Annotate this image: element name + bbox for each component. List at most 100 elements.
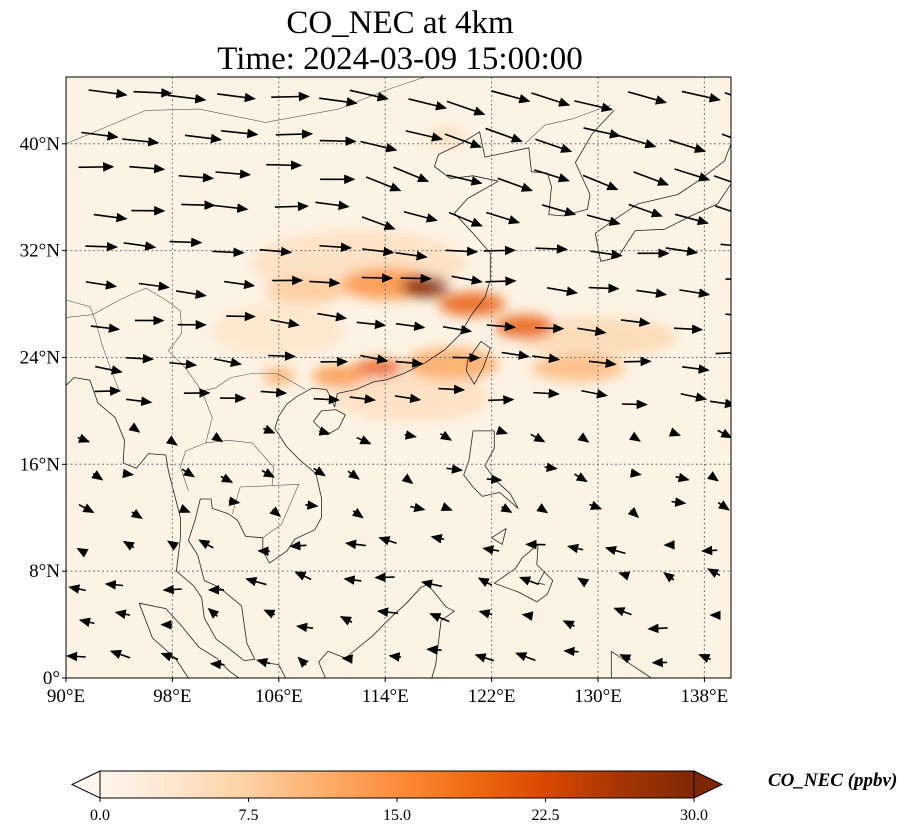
wind-arrow-21 [339,616,353,626]
wind-arrow-214 [275,129,314,139]
coastline-7 [138,602,240,678]
wind-arrow-233 [446,100,486,116]
wind-arrow-69 [500,503,513,513]
wind-arrow-159 [485,276,517,286]
wind-arrow-204 [497,177,533,192]
wind-arrow-132 [623,356,652,367]
wind-arrow-24 [478,609,493,619]
wind-arrow-101 [577,432,590,443]
wind-arrow-235 [531,92,571,107]
wind-arrow-151 [138,281,170,291]
wind-arrow-174 [483,245,517,256]
y-tick-label: 8°N [29,561,60,582]
wind-arrow-148 [673,324,704,334]
wind-arrow-158 [451,275,483,285]
wind-arrow-6 [341,654,353,664]
wind-arrow-209 [713,175,731,183]
wind-arrow-74 [717,500,730,511]
colorbar-tick-label: 15.0 [383,807,411,824]
wind-arrow-99 [495,425,509,435]
wind-arrow-141 [356,319,387,330]
wind-arrow-89 [707,471,719,482]
wind-arrow-220 [535,138,573,153]
wind-arrow-139 [270,318,300,329]
wind-arrow-194 [714,205,731,213]
map-frame [65,76,732,679]
wind-arrow-172 [395,250,428,261]
wind-arrow-188 [448,211,483,227]
wind-arrow-146 [577,326,607,336]
wind-arrow-61 [130,508,143,519]
wind-arrow-213 [221,128,259,139]
border-1 [201,390,274,514]
border-4 [524,104,612,145]
coastline-5 [493,544,554,603]
wind-arrow-212 [184,133,223,144]
wind-arrow-152 [175,289,207,299]
wind-arrow-186 [361,216,396,231]
wind-arrow-64 [269,506,282,518]
wind-arrow-47 [166,540,179,551]
wind-arrow-226 [133,88,173,98]
wind-arrow-76 [122,468,135,479]
wind-arrow-127 [395,358,424,368]
wind-arrow-182 [181,200,216,210]
wind-arrow-8 [426,645,442,655]
wind-arrow-131 [588,358,617,368]
wind-arrow-124 [267,351,297,361]
wind-arrow-98 [439,430,453,441]
border-0 [66,287,306,392]
wind-arrow-65 [305,500,319,510]
wind-arrow-110 [313,394,341,405]
wind-arrow-97 [404,430,417,440]
wind-arrow-87 [630,468,642,478]
coastline-8 [610,650,652,678]
wind-arrow-18 [207,607,220,619]
x-tick-label: 114°E [362,686,409,707]
wind-arrow-238 [681,90,721,103]
wind-arrow-126 [360,354,389,364]
y-tick-label: 24°N [20,347,61,368]
x-tick-label: 130°E [574,686,622,707]
wind-arrow-201 [365,176,402,192]
colorbar-gradient [100,771,694,798]
wind-arrow-103 [668,427,681,437]
wind-arrow-193 [674,213,709,226]
wind-arrow-117 [621,399,648,410]
wind-arrow-34 [245,576,267,587]
wind-arrow-56 [567,543,584,554]
wind-arrow-157 [400,273,432,284]
x-tick-label: 138°E [681,686,729,707]
wind-arrow-60 [78,503,95,513]
wind-arrow-15 [78,617,95,627]
plume-11 [438,292,505,317]
wind-arrow-112 [394,393,422,404]
plume-13 [354,358,403,378]
plume-7 [262,368,295,385]
wind-arrow-215 [319,136,357,146]
wind-arrow-147 [620,317,651,327]
wind-arrow-130 [531,353,561,364]
colorbar-label: CO_NEC (ppbv) [768,770,898,791]
y-tick-label: 0° [43,668,60,689]
wind-arrow-35 [294,571,312,581]
wind-arrow-202 [393,166,430,183]
wind-arrow-116 [581,389,609,399]
wind-arrow-216 [360,140,398,153]
wind-arrow-143 [442,324,473,335]
wind-arrow-169 [259,246,293,257]
wind-arrow-96 [356,435,372,445]
wind-arrow-167 [169,237,203,248]
wind-arrow-19 [263,609,276,619]
wind-arrow-83 [446,464,464,474]
wind-arrow-3 [209,659,225,670]
wind-arrow-192 [628,203,663,218]
wind-arrow-208 [674,168,711,182]
wind-arrow-199 [266,160,303,170]
wind-arrow-165 [85,241,119,252]
wind-arrow-102 [628,431,641,442]
wind-arrow-0 [66,651,86,662]
wind-arrow-205 [533,169,570,183]
wind-arrow-30 [68,584,86,594]
wind-arrow-170 [319,242,353,252]
